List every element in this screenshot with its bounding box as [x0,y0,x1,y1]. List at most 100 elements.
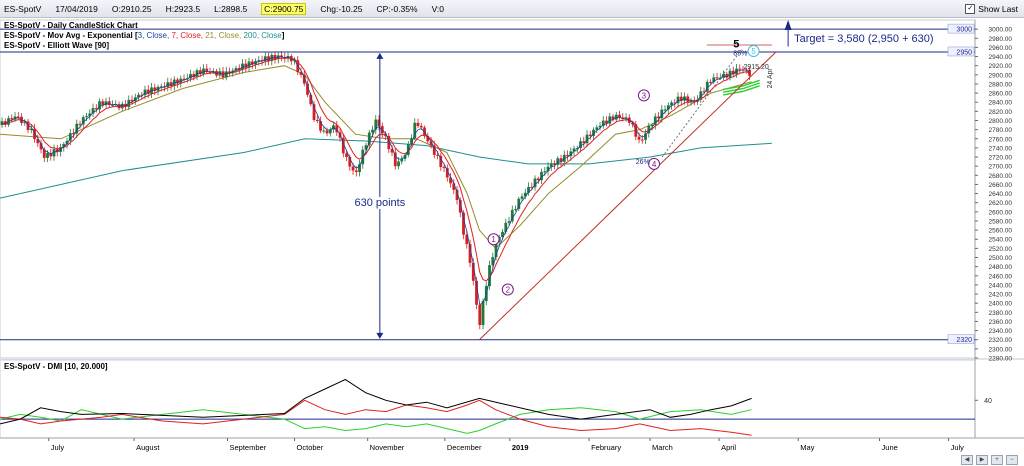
wave-2-label: 2 [506,285,511,294]
y-tick-label: 2940.00 [989,54,1013,61]
candle-up [257,60,261,62]
candle-up [647,125,651,134]
legend-ma-name: ES-SpotV - Mov Avg - Exponential [ [4,31,138,40]
y-tick-label: 2480.00 [989,264,1013,271]
ema200-line [0,138,772,199]
candle-down [432,145,436,155]
candle-down [260,60,264,62]
candle-down [458,200,462,213]
candle-up [91,108,95,114]
candle-up [29,128,33,130]
candle-down [192,74,196,77]
candle-down [72,133,75,135]
candle-up [575,148,579,150]
candle-down [205,68,209,72]
dmi-adx-line [0,378,752,425]
candle-down [78,123,82,125]
level-label: 2950 [956,49,972,56]
candle-up [517,198,521,209]
candle-down [702,91,706,93]
wave-1-label: 1 [491,235,496,244]
candle-down [634,124,638,137]
candle-down [468,244,472,263]
x-tick-label: March [652,443,673,452]
candle-up [689,100,693,102]
level-label-box [947,46,975,57]
wave-5-label: 5 [733,38,739,50]
y-tick-label: 2400.00 [989,301,1013,308]
target-arrow-head [784,20,792,30]
candle-up [663,109,667,111]
level-label-box [947,23,975,34]
y-tick-label: 2880.00 [989,81,1013,88]
x-tick-label: July [951,443,965,452]
candle-down [348,156,352,167]
open-value: O:2910.25 [111,3,152,14]
candle-down [198,70,202,74]
show-last-toggle[interactable]: ✓ Show Last [965,4,1018,14]
candle-down [426,135,430,142]
candle-down [475,280,478,305]
candle-up [88,113,92,117]
show-last-checkbox[interactable]: ✓ [965,4,976,14]
zoom-in-icon[interactable]: + [991,455,1003,465]
candle-up [712,77,716,83]
candle-up [143,89,147,96]
y-tick-label: 2600.00 [989,209,1013,216]
candle-down [393,152,397,167]
candle-up [406,144,410,155]
scroll-right-icon[interactable]: ▶ [976,455,988,465]
candle-up [81,117,85,125]
legend-ema3: 3, Close, [137,31,172,40]
candle-up [585,134,589,144]
wave-4-pct-label: 26% [636,159,650,166]
candle-up [644,133,647,140]
x-tick-label: September [230,443,267,452]
candle-up [676,96,680,104]
price-marker-label: 2915.20 [743,64,768,71]
candle-up [598,125,602,128]
forecast-line [722,82,760,93]
show-last-label: Show Last [978,4,1018,14]
zoom-out-icon[interactable]: − [1006,455,1018,465]
y-tick-label: 2800.00 [989,118,1013,125]
candle-down [657,116,660,119]
candle-up [491,257,495,266]
range-label: 630 points [354,197,405,209]
candle-down [559,158,563,162]
candle-down [280,55,283,58]
wave-3-label-circle [637,89,650,102]
candle-down [582,141,586,144]
candle-up [367,132,371,146]
candle-up [722,73,725,78]
candle-up [494,241,498,258]
candle-down [423,127,426,136]
candle-up [481,301,485,326]
x-tick-label: May [800,443,814,452]
candle-down [124,103,127,108]
y-tick-label: 2960.00 [989,45,1013,52]
candle-up [52,149,56,157]
y-tick-label: 2660.00 [989,182,1013,189]
candle-down [250,61,254,65]
y-tick-label: 2720.00 [989,155,1013,162]
legend-moving-averages: ES-SpotV - Mov Avg - Exponential [3, Clo… [4,31,284,40]
candle-up [364,145,368,150]
candle-up [234,68,238,71]
candle-down [10,118,14,120]
candle-up [546,166,550,172]
candle-down [33,128,36,140]
candle-up [488,265,491,287]
date-marker-label: 24 Apr [767,68,774,89]
candle-down [16,116,20,118]
scroll-left-icon[interactable]: ◀ [961,455,973,465]
y-tick-label: 2820.00 [989,109,1013,116]
dmi-y-tick-label: 40 [984,398,992,405]
candle-up [569,151,573,157]
candle-down [325,130,329,134]
candle-down [588,134,592,136]
candle-down [182,78,186,80]
candle-down [309,94,313,105]
date-label: 17/04/2019 [55,3,98,14]
candle-down [39,143,43,150]
